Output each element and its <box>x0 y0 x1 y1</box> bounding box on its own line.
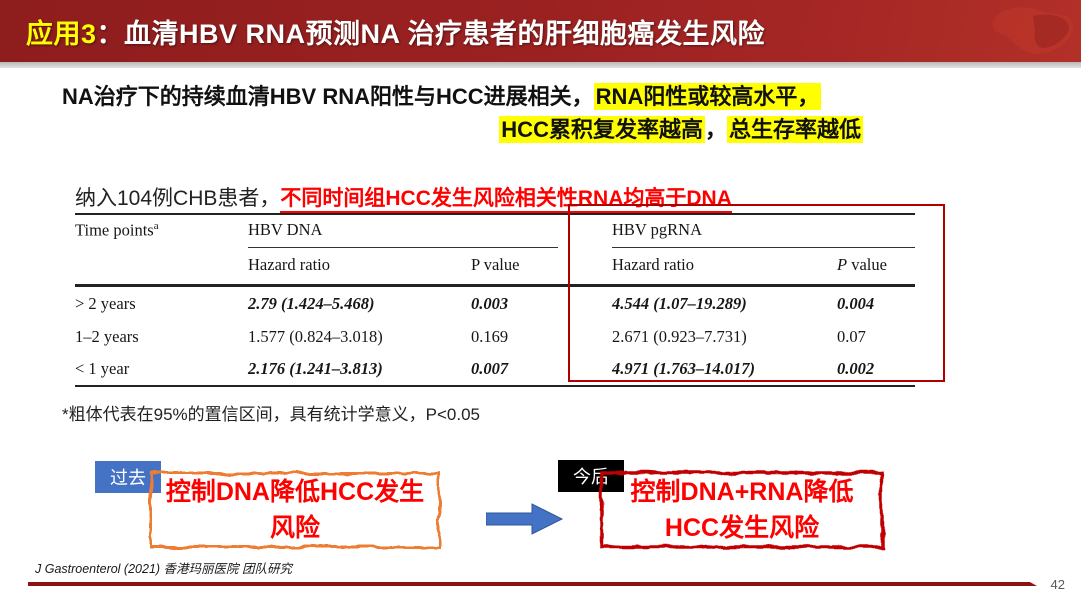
right-arrow-icon <box>486 503 564 535</box>
hand-drawn-border <box>600 471 884 549</box>
table-row: > 2 years 2.79 (1.424–5.468) 0.003 4.544… <box>75 287 915 320</box>
lead-line1-plain: NA治疗下的持续血清HBV RNA阳性与HCC进展相关， <box>62 84 594 109</box>
lead-line2-comma: ， <box>704 117 727 142</box>
hand-drawn-border <box>149 471 441 549</box>
cell-rna-pvalue: 0.004 <box>837 293 875 313</box>
cell-dna-hazard: 1.577 (0.824–3.018) <box>248 326 383 346</box>
lead-text: NA治疗下的持续血清HBV RNA阳性与HCC进展相关，RNA阳性或较高水平， … <box>62 80 863 146</box>
table-group-header-row: Time pointsa HBV DNA HBV pgRNA <box>75 213 915 248</box>
col-group-hbv-pgrna: HBV pgRNA <box>612 220 915 248</box>
table-row: 1–2 years 1.577 (0.824–3.018) 0.169 2.67… <box>75 320 915 353</box>
past-box-line: 控制DNA降低HCC发生 <box>165 478 425 506</box>
col-header-rna-pvalue: P value <box>837 255 887 274</box>
cell-dna-pvalue: 0.003 <box>471 293 509 313</box>
past-box-line: 风险 <box>269 514 320 542</box>
cell-rna-hazard: 4.971 (1.763–14.017) <box>612 359 755 378</box>
lead-line2-highlight-a: HCC累积复发率越高 <box>499 116 705 143</box>
cell-rna-hazard: 2.671 (0.923–7.731) <box>612 326 747 346</box>
lead-line-2: HCC累积复发率越高，总生存率越低 <box>62 113 863 146</box>
col-header-time: Time pointsa <box>75 220 159 240</box>
col-header-rna-hazard: Hazard ratio <box>612 255 694 274</box>
cell-dna-pvalue: 0.169 <box>471 326 509 346</box>
cell-time: > 2 years <box>75 293 136 313</box>
lead-line2-highlight-b: 总生存率越低 <box>726 116 863 143</box>
col-header-dna-pvalue: P value <box>471 255 520 274</box>
cell-rna-pvalue: 0.07 <box>837 326 866 346</box>
cell-dna-pvalue: 0.007 <box>471 359 509 378</box>
cell-time: < 1 year <box>75 359 130 378</box>
cell-rna-pvalue: 0.002 <box>837 359 875 378</box>
page-title: 应用3：血清HBV RNA预测NA 治疗患者的肝细胞癌发生风险 <box>26 12 765 51</box>
cell-dna-hazard: 2.176 (1.241–3.813) <box>248 359 383 378</box>
table-footnote: *粗体代表在95%的置信区间，具有统计学意义，P<0.05 <box>62 405 480 424</box>
col-group-hbv-dna: HBV DNA <box>248 220 558 248</box>
past-conclusion-box: 控制DNA降低HCC发生 风险 <box>145 467 445 553</box>
future-box-line: 控制DNA+RNA降低 <box>630 478 854 506</box>
lead-line1-highlight: RNA阳性或较高水平， <box>593 83 822 110</box>
results-table: Time pointsa HBV DNA HBV pgRNA Hazard ra… <box>75 213 915 387</box>
page-number: 42 <box>1050 577 1065 592</box>
table-caption: 纳入104例CHB患者，不同时间组HCC发生风险相关性RNA均高于DNA <box>75 182 732 213</box>
table-caption-plain: 纳入104例CHB患者， <box>75 187 281 210</box>
table-subheader-row: Hazard ratio P value Hazard ratio P valu… <box>75 246 915 287</box>
slide-header: 应用3：血清HBV RNA预测NA 治疗患者的肝细胞癌发生风险 <box>0 0 1081 62</box>
future-tag: 今后 <box>558 460 624 492</box>
footer-divider <box>28 582 1037 586</box>
cell-rna-hazard: 4.544 (1.07–19.289) <box>612 293 747 313</box>
col-header-dna-hazard: Hazard ratio <box>248 255 330 274</box>
header-separator: ： <box>96 18 125 49</box>
future-box-line: HCC发生风险 <box>664 514 820 542</box>
table-caption-red: 不同时间组HCC发生风险相关性RNA均高于DNA <box>280 187 732 213</box>
header-divider <box>0 62 1081 68</box>
lead-line-1: NA治疗下的持续血清HBV RNA阳性与HCC进展相关，RNA阳性或较高水平， <box>62 80 863 113</box>
citation: J Gastroenterol (2021) 香港玛丽医院 团队研究 <box>35 562 293 576</box>
cell-time: 1–2 years <box>75 326 139 346</box>
liver-icon <box>992 7 1074 55</box>
header-tag: 应用3 <box>26 18 97 49</box>
cell-dna-hazard: 2.79 (1.424–5.468) <box>248 293 375 313</box>
future-conclusion-box: 控制DNA+RNA降低 HCC发生风险 <box>596 467 888 553</box>
table-row: < 1 year 2.176 (1.241–3.813) 0.007 4.971… <box>75 353 915 387</box>
header-title-text: 血清HBV RNA预测NA 治疗患者的肝细胞癌发生风险 <box>124 18 766 49</box>
